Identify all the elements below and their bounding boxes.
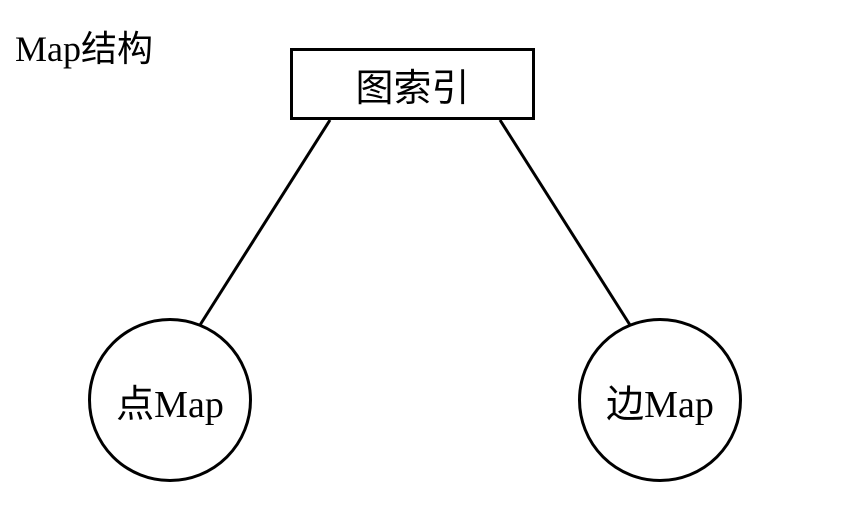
node-right: 边Map bbox=[578, 318, 742, 482]
node-right-label: 边Map bbox=[606, 373, 714, 428]
edge-root-right bbox=[500, 120, 630, 325]
diagram-title: Map结构 bbox=[15, 20, 153, 72]
edge-root-left bbox=[200, 120, 330, 325]
node-left: 点Map bbox=[88, 318, 252, 482]
node-root-label: 图索引 bbox=[355, 57, 469, 112]
node-left-label: 点Map bbox=[116, 373, 224, 428]
node-root: 图索引 bbox=[290, 48, 535, 120]
